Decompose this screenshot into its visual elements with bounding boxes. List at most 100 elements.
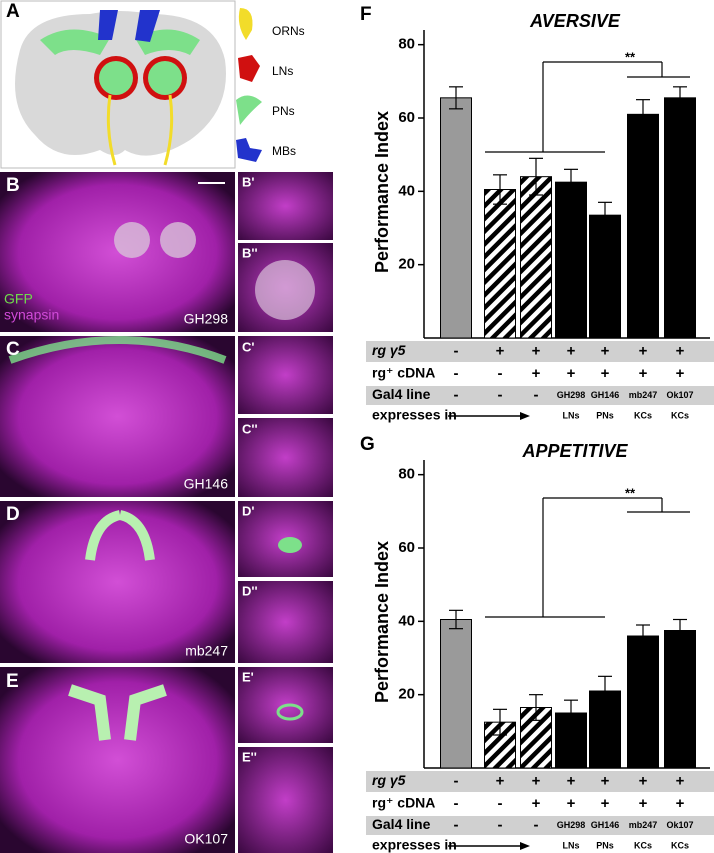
bar xyxy=(440,97,472,339)
table-cell: + xyxy=(639,365,648,382)
gfp-signal xyxy=(85,510,155,561)
table-cell: + xyxy=(639,772,648,789)
gal4-label: GH298 xyxy=(184,311,229,327)
orn-shape xyxy=(106,94,174,166)
table-cell: + xyxy=(676,795,685,812)
micrograph xyxy=(0,336,235,497)
arrow-head xyxy=(520,412,530,420)
significance-label: ** xyxy=(625,485,636,500)
arrow-head xyxy=(520,842,530,850)
image-panel-d: D D' D'' mb247 xyxy=(0,501,333,663)
table-cell: + xyxy=(601,772,610,789)
glomerulus xyxy=(255,260,315,320)
bar xyxy=(484,189,516,339)
micrograph xyxy=(238,172,333,240)
row-label: rg γ5 xyxy=(372,342,406,358)
table-cell: + xyxy=(532,772,541,789)
al-shape xyxy=(99,61,133,95)
table-cell: + xyxy=(496,772,505,789)
image-panel-e: E E' E'' OK107 xyxy=(0,667,333,853)
mb-shape xyxy=(98,10,160,42)
inset-letter: D'' xyxy=(242,583,258,598)
bar xyxy=(440,619,472,769)
table-cell: KCs xyxy=(634,840,652,850)
micrograph xyxy=(0,501,235,663)
table-row-band xyxy=(366,341,714,362)
image-panel-c: C C' C'' GH146 xyxy=(0,336,333,497)
y-tick-label: 80 xyxy=(398,466,415,483)
inset-letter: B'' xyxy=(242,245,258,260)
table-cell: + xyxy=(567,772,576,789)
row-label: rg⁺ cDNA xyxy=(372,795,435,811)
table-cell: + xyxy=(639,795,648,812)
bar xyxy=(555,181,587,339)
glomerulus xyxy=(114,222,150,258)
table-cell: + xyxy=(601,342,610,359)
ln-icon xyxy=(238,55,260,82)
inset-letter: D' xyxy=(242,503,254,518)
table-cell: + xyxy=(532,365,541,382)
table-cell: - xyxy=(454,816,459,833)
table-cell: + xyxy=(532,795,541,812)
gfp-signal xyxy=(8,336,227,364)
table-cell: mb247 xyxy=(629,820,658,830)
panel-letter: B xyxy=(6,175,20,196)
table-cell: - xyxy=(534,386,539,403)
gfp-signal xyxy=(276,703,304,721)
bar xyxy=(664,97,696,339)
micrograph xyxy=(238,336,333,414)
pn-icon xyxy=(236,95,262,125)
row-label: expresses in xyxy=(372,837,457,853)
y-axis-label: Performance Index xyxy=(372,541,392,703)
table-cell: + xyxy=(532,342,541,359)
table-cell: GH146 xyxy=(591,820,620,830)
glomerulus xyxy=(160,222,196,258)
bar xyxy=(589,214,621,339)
table-cell: + xyxy=(676,365,685,382)
table-cell: - xyxy=(454,795,459,812)
table-cell: PNs xyxy=(596,410,614,420)
significance-label: ** xyxy=(625,49,636,64)
pn-shape xyxy=(40,29,200,55)
micrograph xyxy=(0,172,235,332)
gfp-signal xyxy=(68,684,167,741)
table-row-band xyxy=(366,771,714,792)
y-tick-label: 40 xyxy=(398,182,415,199)
panel-letter: G xyxy=(360,434,375,455)
table-cell: + xyxy=(601,795,610,812)
table-cell: + xyxy=(567,342,576,359)
table-cell: mb247 xyxy=(629,390,658,400)
image-panel-b: B B' B'' GH298 GFP synapsin xyxy=(0,172,333,332)
row-label: Gal4 line xyxy=(372,386,431,402)
table-cell: - xyxy=(498,386,503,403)
mb-icon xyxy=(236,138,262,162)
stain-label: synapsin xyxy=(4,307,59,323)
gal4-label: GH146 xyxy=(184,476,229,492)
table-row-band xyxy=(366,816,714,835)
micrograph xyxy=(0,667,235,853)
table-cell: - xyxy=(498,816,503,833)
table-cell: - xyxy=(454,365,459,382)
table-cell: + xyxy=(676,772,685,789)
table-cell: Ok107 xyxy=(666,390,693,400)
bar xyxy=(627,113,659,339)
inset-letter: C'' xyxy=(242,421,258,436)
table-cell: KCs xyxy=(671,410,689,420)
table-cell: + xyxy=(676,342,685,359)
table-cell: LNs xyxy=(562,840,579,850)
row-label: Gal4 line xyxy=(372,816,431,832)
y-tick-label: 20 xyxy=(398,256,415,273)
stain-label: GFP xyxy=(4,291,33,307)
orn-icon xyxy=(238,8,253,40)
inset-letter: E'' xyxy=(242,749,257,764)
y-tick-label: 60 xyxy=(398,109,415,126)
micrograph xyxy=(238,747,333,853)
gfp-signal xyxy=(278,537,302,553)
table-cell: GH146 xyxy=(591,390,620,400)
y-tick-label: 20 xyxy=(398,686,415,703)
legend-label: MBs xyxy=(272,144,296,158)
table-cell: KCs xyxy=(671,840,689,850)
legend-label: LNs xyxy=(272,64,293,78)
panel-letter: E xyxy=(6,671,19,692)
